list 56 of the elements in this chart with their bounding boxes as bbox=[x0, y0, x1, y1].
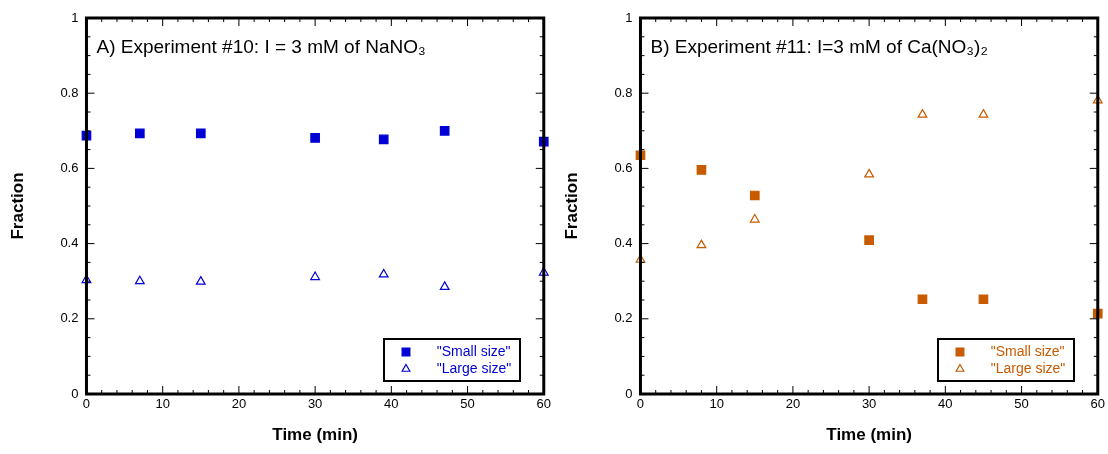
point bbox=[134, 275, 145, 285]
point bbox=[917, 109, 928, 118]
text: B) Experiment #11: I=3 mM of Ca(NO₃)₂ bbox=[650, 36, 988, 58]
x-axis-title: Time (min) bbox=[272, 425, 358, 445]
y-tick-label: 1 bbox=[71, 9, 79, 25]
x-axis-title: Time (min) bbox=[826, 425, 912, 445]
y-tick-label: 0.2 bbox=[614, 310, 633, 326]
legend-label: "Large size" bbox=[436, 360, 512, 377]
y-tick-label: 0.6 bbox=[614, 159, 633, 175]
x-tick-label: 10 bbox=[155, 396, 170, 412]
point bbox=[978, 294, 989, 305]
x-tick-label: 20 bbox=[785, 396, 801, 412]
x-tick-label: 0 bbox=[636, 396, 645, 412]
y-tick-label: 1 bbox=[625, 9, 633, 25]
point bbox=[696, 165, 707, 175]
x-tick-label: 0 bbox=[82, 396, 91, 412]
x-tick-label: 40 bbox=[938, 396, 953, 412]
x-tick-label: 50 bbox=[460, 396, 475, 412]
point bbox=[696, 239, 707, 249]
y-tick-label: 0.8 bbox=[60, 84, 79, 100]
point bbox=[195, 128, 206, 139]
x-tick-label: 50 bbox=[1014, 396, 1029, 412]
x-tick-label: 10 bbox=[709, 396, 724, 412]
text: A) Experiment #10: I = 3 mM of NaNO₃ bbox=[96, 36, 426, 58]
point bbox=[378, 268, 389, 278]
point bbox=[749, 190, 760, 201]
legend-label: "Small size" bbox=[436, 343, 511, 360]
y-tick-label: 0.4 bbox=[614, 235, 633, 251]
point bbox=[439, 125, 450, 136]
y-tick-label: 0.4 bbox=[60, 235, 79, 251]
x-tick-label: 40 bbox=[384, 396, 399, 412]
point bbox=[917, 294, 928, 305]
x-tick-label: 20 bbox=[231, 396, 247, 412]
x-tick-label: 60 bbox=[1090, 396, 1105, 412]
y-tick-label: 0 bbox=[625, 385, 633, 401]
legend-label: "Small size" bbox=[990, 343, 1065, 360]
point bbox=[195, 275, 206, 285]
x-tick-label: 60 bbox=[536, 396, 551, 412]
point bbox=[864, 168, 875, 178]
x-tick-label: 30 bbox=[861, 396, 877, 412]
point bbox=[978, 109, 989, 118]
y-tick-label: 0.2 bbox=[60, 310, 79, 326]
y-tick-label: 0.8 bbox=[614, 84, 633, 100]
point bbox=[439, 281, 450, 290]
y-axis-title: Fraction bbox=[561, 172, 581, 240]
point bbox=[378, 134, 389, 145]
y-tick-label: 0.6 bbox=[60, 159, 79, 175]
x-tick-label: 30 bbox=[307, 396, 323, 412]
legend-label: "Large size" bbox=[990, 360, 1066, 377]
point bbox=[134, 128, 145, 139]
point bbox=[310, 133, 320, 143]
point bbox=[864, 235, 874, 246]
y-tick-label: 0 bbox=[71, 385, 79, 401]
y-axis-title: Fraction bbox=[7, 172, 27, 240]
point bbox=[310, 271, 321, 281]
point bbox=[749, 213, 760, 223]
